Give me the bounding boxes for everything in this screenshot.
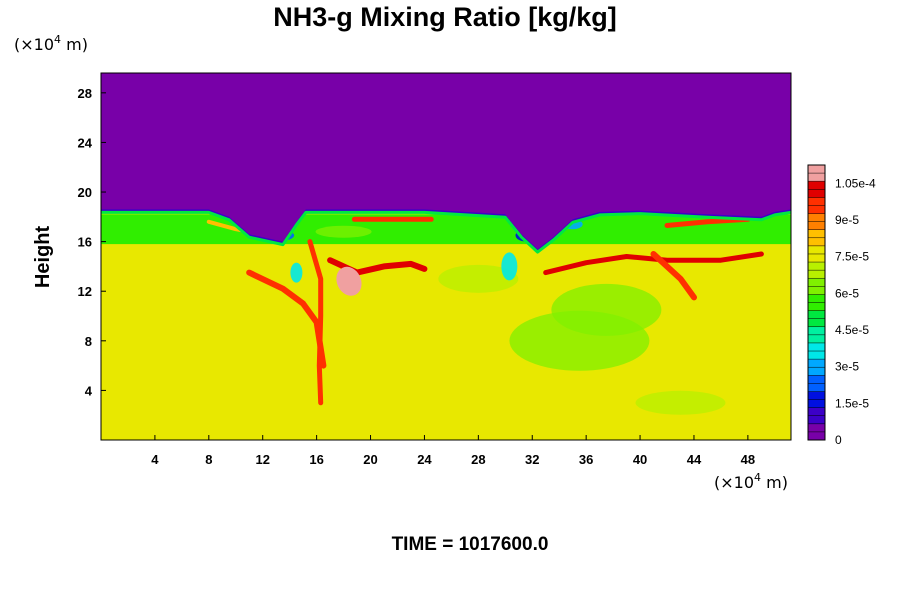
y-tick-label: 20 [78,185,92,200]
heatmap-features [206,216,764,415]
x-tick-label: 44 [687,452,702,467]
y-tick-label: 28 [78,86,92,101]
colorbar-ticks: 0 1.5e-5 3e-5 4.5e-5 6e-5 7.5e-5 9e-5 1.05e-4 [835,176,876,447]
x-tick-label: 24 [417,452,432,467]
colorbar-tick-label: 3e-5 [835,360,859,374]
heatmap-filament-5 [543,251,764,276]
y-tick-label: 8 [85,334,92,349]
x-tick-label: 8 [205,452,212,467]
x-tick-label: 32 [525,452,539,467]
x-tick-label: 40 [633,452,647,467]
colorbar [807,164,826,441]
colorbar-tick-label: 1.5e-5 [835,396,869,410]
x-tick-label: 36 [579,452,593,467]
x-tick-label: 48 [741,452,755,467]
colorbar-tick-label: 0 [835,433,842,447]
y-axis-ticks: 4 8 12 16 20 24 28 [78,86,106,398]
layer-edge [101,73,791,254]
y-tick-label: 4 [85,383,93,398]
colorbar-tick-label: 1.05e-4 [835,176,876,190]
colorbar-tick-label: 9e-5 [835,213,859,227]
x-tick-label: 16 [309,452,323,467]
x-tick-label: 12 [255,452,269,467]
heatmap-filament-7 [664,216,751,228]
heatmap-plot-area [101,73,791,440]
y-axis-unit: (×104 m) [14,33,88,54]
colorbar-tick-label: 6e-5 [835,286,859,300]
heatmap-lower-right-patch [635,390,726,415]
chart-title: NH3-g Mixing Ratio [kg/kg] [273,2,617,32]
colorbar-frame [807,164,826,441]
boundary-inner-contour [101,210,791,254]
plot-frame [100,72,792,441]
heatmap-max-core [336,266,362,296]
upper-layer-dips [101,73,791,250]
heatmap-vortex-2 [290,262,303,283]
heatmap-vortex-3 [501,252,518,281]
x-tick-label: 4 [151,452,159,467]
colorbar-tick-label: 7.5e-5 [835,250,869,264]
x-tick-label: 20 [363,452,377,467]
heatmap-green-patch-center [438,264,519,293]
colorbar-tick-label: 4.5e-5 [835,323,869,337]
heatmap-filament-6 [650,251,697,301]
y-tick-label: 24 [78,135,93,150]
time-label: TIME = 1017600.0 [392,534,549,555]
mid-level-band [101,214,791,245]
x-axis-ticks: 4 8 12 16 20 24 28 32 36 40 44 48 [151,435,755,467]
heatmap-filament-2 [307,239,324,406]
y-axis-label: Height [32,226,54,289]
heatmap-green-patch-left [315,225,372,238]
y-tick-label: 16 [78,235,92,250]
x-tick-label: 28 [471,452,485,467]
heatmap-swirl-upper [551,283,662,336]
x-axis-unit: (×104 m) [714,471,788,492]
y-tick-label: 12 [78,284,92,299]
